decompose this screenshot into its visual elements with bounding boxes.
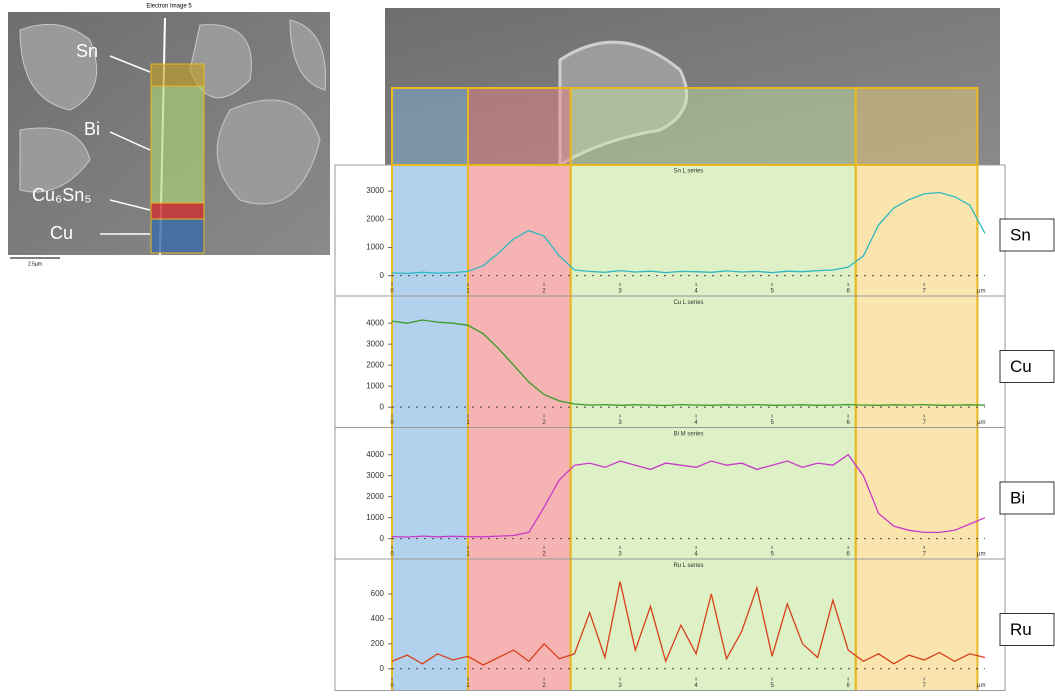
- phase-label: Bi: [84, 119, 100, 139]
- y-tick-label: 0: [380, 534, 385, 543]
- zone-bi: [151, 86, 204, 203]
- y-tick-label: 1000: [366, 381, 384, 390]
- chart-title: Ru L series: [673, 563, 703, 569]
- y-tick-label: 3000: [366, 339, 384, 348]
- image-title: Electron Image 5: [146, 4, 192, 10]
- x-axis-label: µm: [977, 683, 985, 689]
- legend-label: Ru: [1010, 620, 1032, 639]
- region-top: [392, 88, 468, 165]
- figure: Electron Image 5 Sn Bi Cu₆Sn₅ Cu 2.5µm S…: [0, 0, 1055, 691]
- y-tick-label: 2000: [366, 214, 384, 223]
- y-tick-label: 1000: [366, 513, 384, 522]
- zone-sn: [151, 64, 204, 86]
- chart-title: Bi M series: [674, 432, 704, 438]
- y-tick-label: 0: [380, 664, 385, 673]
- y-tick-label: 4000: [366, 450, 384, 459]
- y-tick-label: 2000: [366, 492, 384, 501]
- y-tick-label: 3000: [366, 471, 384, 480]
- y-tick-label: 3000: [366, 186, 384, 195]
- y-tick-label: 0: [380, 271, 385, 280]
- legend-label: Cu: [1010, 357, 1032, 376]
- phase-label: Cu: [50, 223, 73, 243]
- y-tick-label: 0: [380, 402, 385, 411]
- zone-cu: [151, 219, 204, 253]
- zone-imc: [151, 203, 204, 219]
- y-tick-label: 4000: [366, 318, 384, 327]
- phase-label: Sn: [76, 41, 98, 61]
- y-tick-label: 400: [371, 614, 385, 623]
- region-top: [856, 88, 978, 165]
- y-tick-label: 600: [371, 589, 385, 598]
- y-tick-label: 200: [371, 639, 385, 648]
- y-tick-label: 2000: [366, 360, 384, 369]
- legend-label: Bi: [1010, 488, 1025, 507]
- page: { "image": {"title": "Electron Image 5",…: [0, 0, 1055, 691]
- region-top: [468, 88, 571, 165]
- phase-label: Cu₆Sn₅: [32, 185, 92, 205]
- scale-label: 2.5µm: [28, 261, 42, 267]
- region-top: [571, 88, 856, 165]
- legend-label: Sn: [1010, 225, 1031, 244]
- x-axis-label: µm: [977, 552, 985, 558]
- y-tick-label: 1000: [366, 243, 384, 252]
- chart-title: Sn L series: [674, 169, 704, 175]
- chart-title: Cu L series: [673, 300, 703, 306]
- legend-box: [1000, 482, 1054, 514]
- x-axis-label: µm: [977, 289, 985, 295]
- x-axis-label: µm: [977, 420, 985, 426]
